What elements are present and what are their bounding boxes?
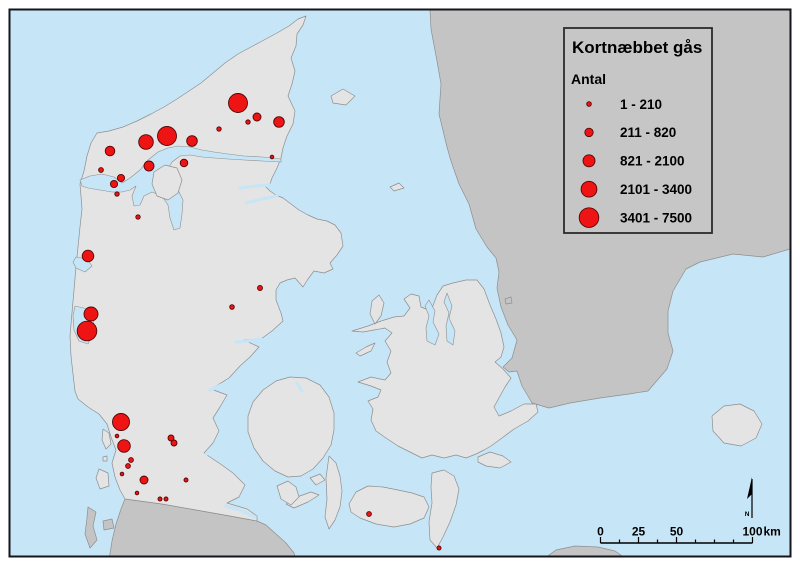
anholt-island xyxy=(389,182,405,192)
roskilde-fjord-water xyxy=(443,292,456,346)
scale-bar-unit: km xyxy=(764,525,781,539)
langeland-island xyxy=(324,455,343,530)
scale-bar-tick-label: 0 xyxy=(597,525,604,539)
funen-island xyxy=(247,376,335,478)
map-point xyxy=(157,496,163,502)
mandoe-island xyxy=(102,455,108,462)
legend-class-label: 1 - 210 xyxy=(620,97,662,112)
randers-fjord-water xyxy=(244,194,279,205)
map-point xyxy=(179,158,189,168)
map-point xyxy=(252,112,262,122)
legend-class-symbol xyxy=(584,127,594,138)
samsoe-island xyxy=(369,294,385,325)
legend-class-label: 2101 - 3400 xyxy=(620,182,692,197)
mors-island xyxy=(151,164,183,201)
falster-island xyxy=(428,469,460,549)
limfjord-water xyxy=(79,145,282,231)
bornholm-island xyxy=(711,403,763,447)
roemoe-island xyxy=(95,468,110,490)
map-point xyxy=(117,439,131,453)
map-point xyxy=(167,434,175,442)
map-point xyxy=(257,285,263,291)
legend-class-label: 211 - 820 xyxy=(620,125,676,140)
north-arrow: N xyxy=(745,477,753,518)
legend-classes: 1 - 210 211 - 820 821 - 2100 2101 - 3400 340… xyxy=(578,97,692,228)
map-point xyxy=(163,496,169,502)
vejle-fjord-water xyxy=(208,375,245,392)
north-arrow-head xyxy=(747,477,752,499)
taasinge-island xyxy=(309,473,326,486)
map-point xyxy=(114,191,120,197)
legend-class-label: 3401 - 7500 xyxy=(620,210,692,225)
foehr-island xyxy=(102,518,115,531)
map-point xyxy=(134,490,140,496)
fanoe-island xyxy=(101,428,112,450)
map-point xyxy=(109,179,119,189)
als-island xyxy=(276,480,300,506)
north-arrow-label: N xyxy=(745,511,750,518)
map-point xyxy=(138,134,154,150)
map-point xyxy=(436,545,442,551)
map-point xyxy=(76,320,98,342)
map-point xyxy=(186,135,198,147)
map-point xyxy=(81,249,95,263)
map-point xyxy=(135,214,141,220)
map-point xyxy=(183,477,189,483)
scale-bar: 0 25 50 100 km xyxy=(597,525,781,544)
laesoe-island xyxy=(330,88,356,106)
sejeroe-island xyxy=(355,342,376,357)
isefjord-water xyxy=(424,299,440,346)
legend-title: Kortnæbbet gås xyxy=(572,38,702,57)
map-point xyxy=(125,463,131,469)
moen-island xyxy=(477,451,512,469)
odense-fjord-water xyxy=(295,381,304,393)
map-point xyxy=(269,154,275,160)
map-point xyxy=(119,471,125,477)
map-point xyxy=(229,304,235,310)
map-frame xyxy=(8,8,792,558)
horsens-fjord-water xyxy=(234,337,263,344)
scale-bar-tick-label: 50 xyxy=(670,525,684,539)
flensborg-fjord-water xyxy=(224,504,257,519)
legend-count-label: Antal xyxy=(571,71,606,87)
map-point xyxy=(143,160,155,172)
map-point xyxy=(170,439,178,447)
map-point xyxy=(83,306,99,322)
map-point xyxy=(114,433,120,439)
scale-bar-tick-label: 25 xyxy=(632,525,646,539)
map-point xyxy=(216,126,222,132)
legend: Kortnæbbet gås Antal 1 - 210 211 - 820 821… xyxy=(563,27,713,234)
sylt-island xyxy=(84,506,98,549)
german-baltic-coast xyxy=(547,545,623,556)
map-point xyxy=(273,116,285,128)
map-point xyxy=(366,511,372,517)
mariager-fjord-water xyxy=(238,183,273,190)
map-point xyxy=(128,457,134,463)
scale-bar-tick-label: 100 xyxy=(742,525,762,539)
zealand-island xyxy=(351,279,539,459)
map-point xyxy=(98,167,104,173)
ven-island xyxy=(504,296,513,305)
map-point xyxy=(139,475,149,485)
map-point xyxy=(157,126,177,146)
map-point xyxy=(112,413,130,431)
map-points xyxy=(76,93,442,551)
legend-class-label: 821 - 2100 xyxy=(620,154,685,169)
kolding-fjord-water xyxy=(204,450,220,456)
map-point xyxy=(228,93,248,113)
legend-class-symbol xyxy=(586,101,592,107)
map-point xyxy=(245,119,251,125)
legend-class-symbol xyxy=(582,154,596,168)
legend-class-symbol xyxy=(578,207,600,228)
legend-class-symbol xyxy=(580,180,598,198)
map-point xyxy=(104,145,116,157)
map-point xyxy=(116,173,126,183)
